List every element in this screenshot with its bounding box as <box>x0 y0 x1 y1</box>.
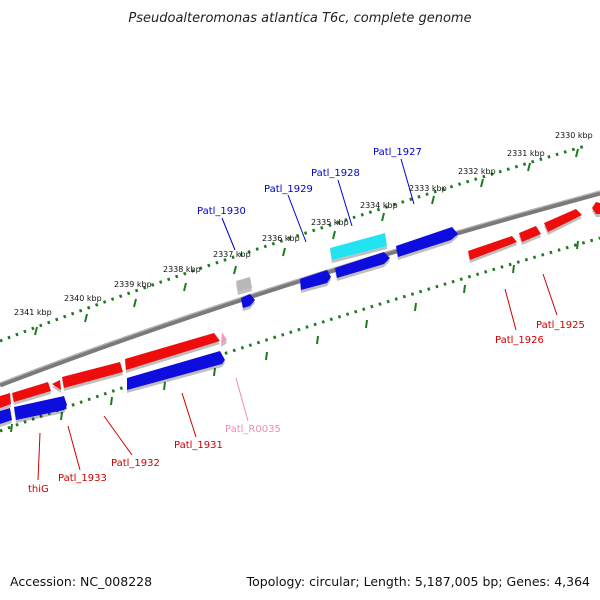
gene-label-patl-1932[interactable]: Patl_1932 <box>111 458 160 469</box>
tick-label: 2335 kbp <box>311 218 349 227</box>
gene-arrow-patl-1926[interactable] <box>468 236 517 260</box>
gene-arrow-patl-1930[interactable] <box>241 294 255 308</box>
gene-arrow-forward[interactable] <box>519 226 541 242</box>
rna-arrow-patl-r0035[interactable] <box>221 332 227 344</box>
tick-label: 2340 kbp <box>64 294 102 303</box>
gene-arrow-pseudo[interactable] <box>236 277 252 292</box>
genome-backbone-highlight <box>0 190 600 384</box>
gene-arrow-thig[interactable] <box>0 408 12 424</box>
gene-arrow-patl-1927[interactable] <box>396 227 458 257</box>
tick-label: 2331 kbp <box>507 149 545 158</box>
forward-genes <box>0 202 600 408</box>
gene-labels: Patl_1925 Patl_1926 Patl_1927 Patl_1928 … <box>28 147 585 495</box>
tick-label: 2334 kbp <box>360 201 398 210</box>
inner-scale-dots <box>0 236 600 433</box>
genome-title: Pseudoalteromonas atlantica T6c, complet… <box>128 11 471 26</box>
gene-label-patl-1928[interactable]: Patl_1928 <box>311 168 360 179</box>
tick-label: 2336 kbp <box>262 234 300 243</box>
gene-label-patl-1933[interactable]: Patl_1933 <box>58 473 107 484</box>
gene-arrow-patl-1929[interactable] <box>300 270 331 290</box>
gene-arrow-forward[interactable] <box>0 393 11 408</box>
gene-label-patl-1927[interactable]: Patl_1927 <box>373 147 422 158</box>
gene-label-patl-1930[interactable]: Patl_1930 <box>197 206 246 217</box>
scale-labels: 2330 kbp 2331 kbp 2332 kbp 2333 kbp 2334… <box>14 131 593 317</box>
gene-label-thig[interactable]: thiG <box>28 484 49 495</box>
gene-arrow-patl-1928[interactable] <box>335 252 390 278</box>
gene-label-patl-1931[interactable]: Patl_1931 <box>174 440 223 451</box>
gene-label-patl-1925[interactable]: Patl_1925 <box>536 320 585 331</box>
reverse-genes <box>0 227 458 424</box>
gene-arrow-forward[interactable] <box>12 382 51 402</box>
inner-major-ticks <box>10 240 579 433</box>
outer-major-ticks <box>34 148 579 336</box>
gene-arrow-forward[interactable] <box>62 362 123 388</box>
gene-arrow-patl-1931[interactable] <box>125 333 220 370</box>
gene-arrow-forward[interactable] <box>592 202 600 214</box>
tick-label: 2333 kbp <box>409 184 447 193</box>
gene-arrow-patl-1925[interactable] <box>544 209 582 232</box>
tick-label: 2330 kbp <box>555 131 593 140</box>
tick-label: 2338 kbp <box>163 265 201 274</box>
gene-label-patl-r0035[interactable]: Patl_R0035 <box>225 424 281 435</box>
tick-label: 2341 kbp <box>14 308 52 317</box>
genome-summary-text: Topology: circular; Length: 5,187,005 bp… <box>246 574 590 589</box>
callout-lines <box>37 158 558 481</box>
gene-arrow-cyan[interactable] <box>330 233 387 260</box>
tick-label: 2339 kbp <box>114 280 152 289</box>
gene-arrow-patl-1932[interactable] <box>127 351 225 390</box>
tick-label: 2332 kbp <box>458 167 496 176</box>
genome-backbone <box>0 190 600 388</box>
gene-arrow-patl-1933[interactable] <box>14 396 67 420</box>
tick-label: 2337 kbp <box>213 250 251 259</box>
gene-arrow-forward[interactable] <box>52 380 61 390</box>
gene-label-patl-1926[interactable]: Patl_1926 <box>495 335 544 346</box>
accession-text: Accession: NC_008228 <box>10 574 152 589</box>
gene-label-patl-1929[interactable]: Patl_1929 <box>264 184 313 195</box>
